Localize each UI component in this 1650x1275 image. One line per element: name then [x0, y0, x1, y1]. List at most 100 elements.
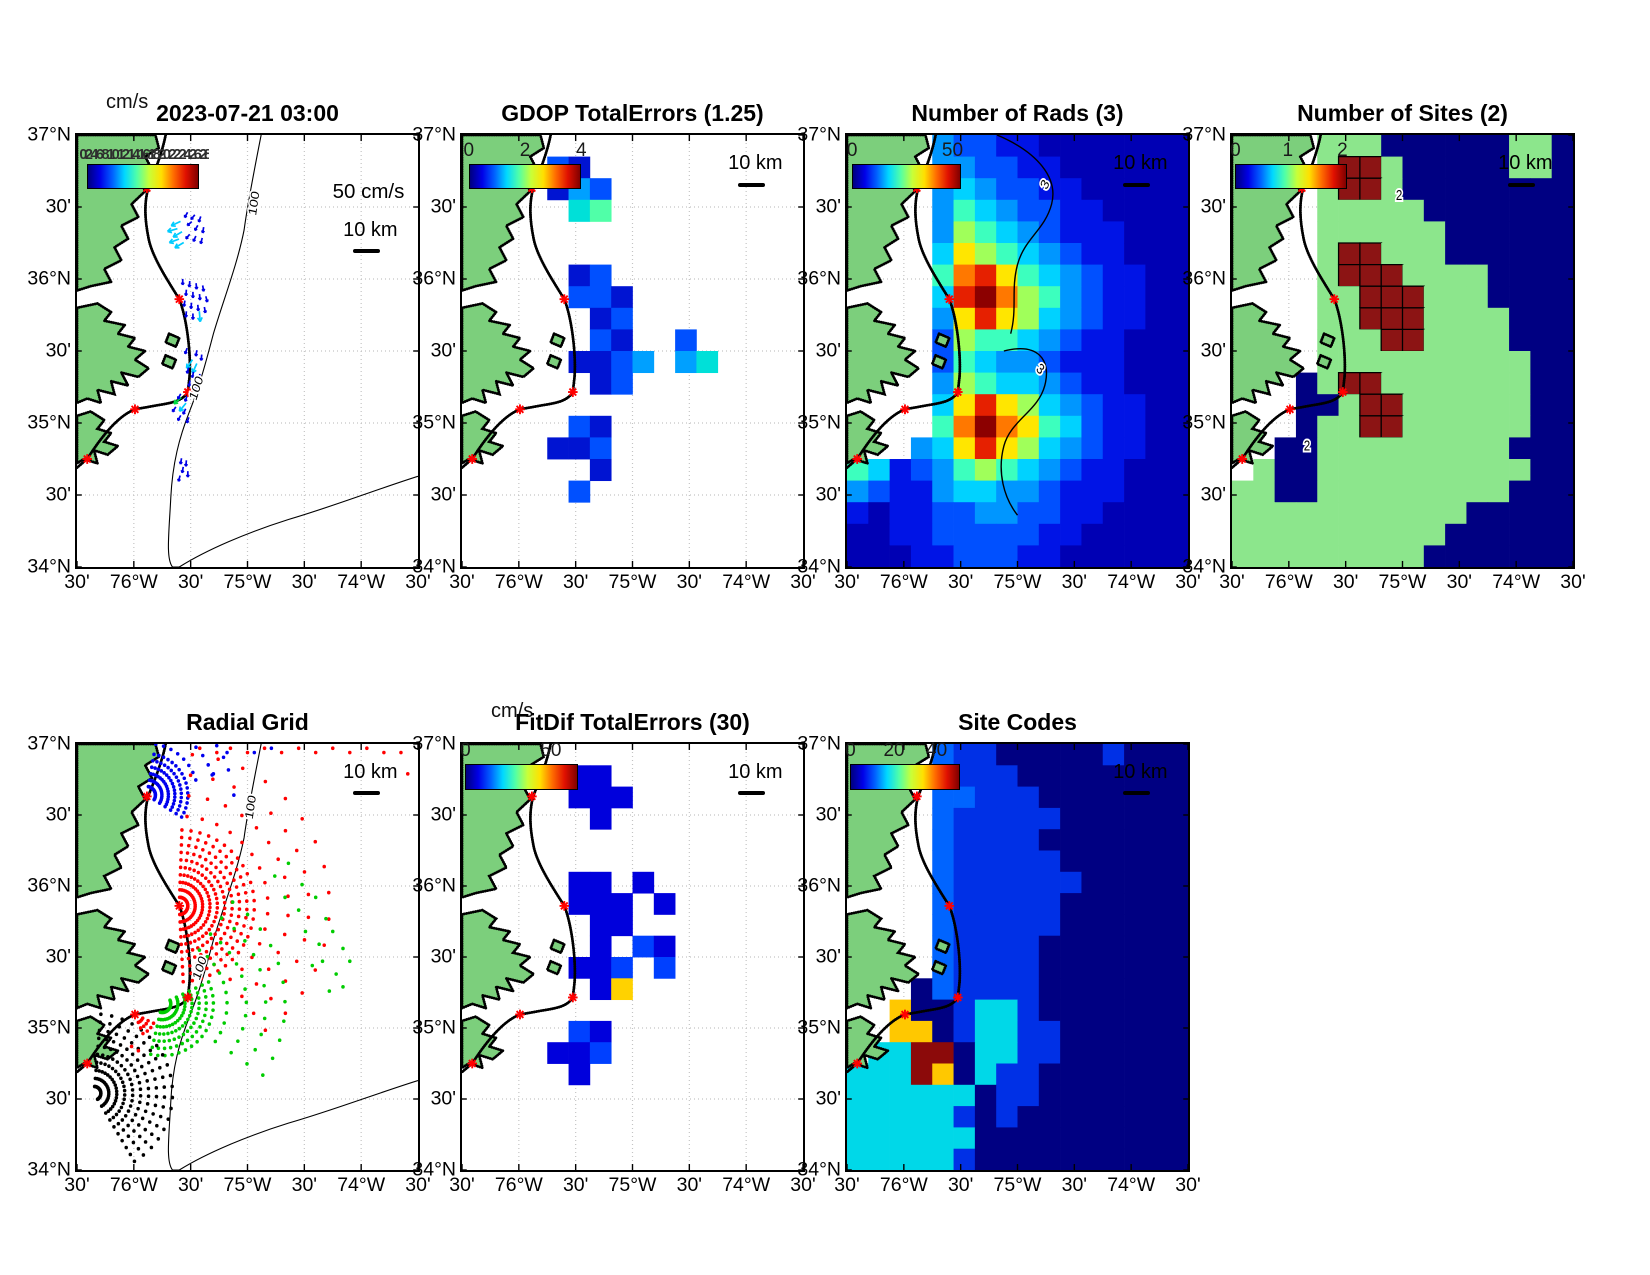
y-tick-label: 30': [430, 483, 456, 506]
x-tick-label: 76°W: [109, 1174, 158, 1196]
panel-gdop-total-errors: GDOP TotalErrors (1.25) 37°N 30' 36°N 30' 35…: [412, 100, 815, 593]
colorbar-tick-label: 0: [1230, 139, 1241, 161]
y-tick-label: 30': [815, 483, 841, 506]
km-scale-label: 10 km: [728, 761, 783, 784]
colorbar-tick-label: 2: [1337, 139, 1348, 161]
svg-text:2: 2: [1396, 186, 1402, 203]
colorbar: 0 2 4 6 8 10 12 14 16 18 20 22 24 26 28 …: [79, 147, 209, 189]
colorbar: 0 50: [847, 140, 963, 189]
map-axes-box: 37°N 30' 36°N 30' 35°N 30' 34°N 30' 76°W 30' 75°W…: [797, 733, 1200, 1197]
x-tick-label: 76°W: [879, 571, 928, 593]
x-tick-label: 75°W: [223, 571, 272, 593]
x-tick-label: 30': [291, 571, 318, 593]
map-axes-box: 100 100 37°N 30' 36°N 30' 35°N 30' 34°N 30' 76°W…: [27, 124, 430, 594]
x-tick-label: 30': [291, 1174, 318, 1196]
y-tick-label: 36°N: [1182, 267, 1226, 290]
x-axis-labels: 30' 76°W 30' 75°W 30' 74°W 30': [834, 1170, 1200, 1198]
y-tick-label: 34°N: [412, 1158, 456, 1181]
svg-text:2: 2: [1304, 437, 1310, 454]
y-tick-label: 30': [45, 945, 71, 968]
x-tick-label: 30': [64, 571, 90, 593]
y-tick-label: 35°N: [27, 411, 71, 434]
colorbar-tick-label: 4: [576, 139, 587, 161]
x-tick-label: 30': [562, 1174, 589, 1196]
panel-site-codes: Site Codes 37°N 30' 36°N 30' 35°N 30' 34°N 30'…: [797, 709, 1200, 1197]
km-scale-label: 10 km: [728, 152, 783, 175]
y-tick-label: 36°N: [412, 267, 456, 290]
x-tick-label: 76°W: [1264, 571, 1313, 593]
y-axis-labels: 37°N 30' 36°N 30' 35°N 30' 34°N: [785, 733, 847, 1181]
colorbar-gradient: [468, 163, 582, 189]
y-tick-label: 34°N: [412, 555, 456, 578]
colorbar: 0 50: [460, 740, 578, 790]
y-tick-label: 37°N: [797, 123, 841, 146]
y-tick-label: 30': [430, 1087, 456, 1110]
x-axis-labels: 30' 76°W 30' 75°W 30' 74°W 30': [449, 567, 815, 595]
x-tick-label: 30': [1175, 1174, 1201, 1196]
km-scale-bar: [353, 249, 381, 254]
colorbar-overlapping-tick-labels: 0 2 4 6 8 10 12 14 16 18 20 22 24 26 28 …: [79, 146, 209, 163]
x-tick-label: 74°W: [337, 1174, 386, 1196]
x-tick-label: 30': [1061, 571, 1088, 593]
x-tick-label: 76°W: [879, 1174, 928, 1196]
colorbar-tick-label: 20: [883, 740, 905, 762]
y-tick-label: 37°N: [27, 732, 71, 755]
panel-title: Radial Grid: [186, 709, 309, 735]
panel-title: GDOP TotalErrors (1.25): [501, 100, 764, 126]
x-axis-labels: 30' 76°W 30' 75°W 30' 74°W 30': [1219, 567, 1585, 595]
y-tick-label: 34°N: [1182, 555, 1226, 578]
y-tick-label: 30': [815, 1087, 841, 1110]
y-tick-label: 37°N: [412, 123, 456, 146]
panel-title: 2023-07-21 03:00: [156, 100, 339, 126]
x-tick-label: 30': [1332, 571, 1359, 593]
colorbar-units-label: cm/s: [106, 91, 149, 113]
x-tick-label: 74°W: [1107, 1174, 1156, 1196]
y-tick-label: 36°N: [797, 267, 841, 290]
panel-header: Site Codes: [845, 709, 1190, 742]
panel-surface-currents: cm/s 2023-07-21 03:00 100 100 37°N 30' 36°N…: [27, 91, 430, 594]
y-axis-labels: 37°N 30' 36°N 30' 35°N 30' 34°N: [400, 124, 462, 578]
colorbar: 0 1 2: [1230, 140, 1348, 189]
colorbar: 0 2 4: [464, 140, 587, 189]
colorbar-gradient: [87, 163, 199, 189]
x-tick-label: 30': [1175, 571, 1201, 593]
y-axis-labels: 37°N 30' 36°N 30' 35°N 30' 34°N: [1170, 124, 1232, 578]
y-axis-labels: 37°N 30' 36°N 30' 35°N 30' 34°N: [400, 733, 462, 1181]
km-scale-label: 10 km: [1113, 761, 1168, 784]
panel-header: cm/s 2023-07-21 03:00: [75, 91, 420, 133]
y-tick-label: 30': [430, 339, 456, 362]
panel-fitdif-total-errors: cm/s FitDif TotalErrors (30) 37°N 30' 36°N…: [412, 700, 815, 1197]
panel-header: Number of Rads (3): [845, 100, 1190, 133]
x-tick-label: 75°W: [608, 571, 657, 593]
y-tick-label: 36°N: [27, 874, 71, 897]
km-scale-label: 10 km: [343, 761, 398, 784]
x-tick-label: 30': [1560, 571, 1586, 593]
map-canvas: [462, 135, 803, 567]
x-tick-label: 30': [790, 1174, 816, 1196]
y-tick-label: 30': [45, 195, 71, 218]
map-canvas: [847, 744, 1188, 1170]
colorbar-tick-label: 50: [540, 740, 562, 762]
x-tick-label: 74°W: [1492, 571, 1541, 593]
x-tick-label: 30': [1446, 571, 1473, 593]
x-tick-label: 75°W: [1378, 571, 1427, 593]
y-tick-label: 36°N: [412, 874, 456, 897]
x-tick-label: 74°W: [722, 571, 771, 593]
x-tick-label: 30': [676, 571, 703, 593]
map-axes-box: 37°N 30' 36°N 30' 35°N 30' 34°N 30' 76°W 30' 75°W…: [412, 733, 815, 1197]
km-scale-label: 10 km: [1113, 152, 1168, 175]
panel-header: GDOP TotalErrors (1.25): [460, 100, 805, 133]
panel-title: Number of Rads (3): [911, 100, 1124, 126]
y-tick-label: 35°N: [412, 1016, 456, 1039]
map-canvas: [462, 744, 803, 1170]
x-axis-labels: 30' 76°W 30' 75°W 30' 74°W 30': [449, 1170, 815, 1198]
y-tick-label: 37°N: [797, 732, 841, 755]
x-axis-labels: 30' 76°W 30' 75°W 30' 74°W 30': [834, 567, 1200, 595]
y-tick-label: 34°N: [27, 555, 71, 578]
x-tick-label: 30': [834, 1174, 860, 1196]
